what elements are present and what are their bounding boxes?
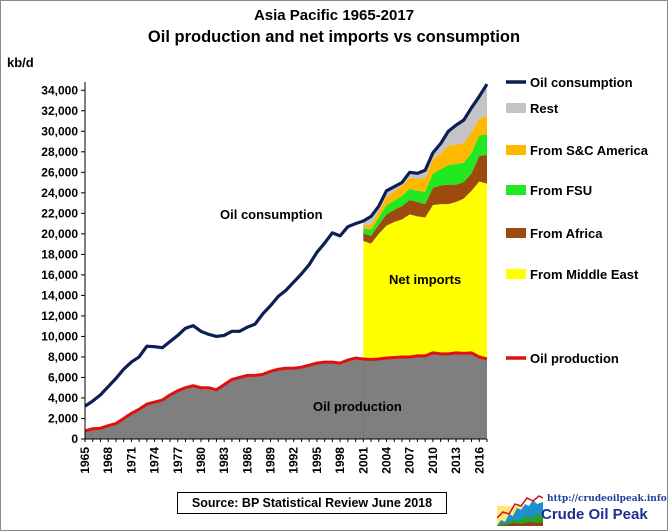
legend-sc-america-label: From S&C America xyxy=(530,143,649,158)
logo-url[interactable]: http://crudeoilpeak.info xyxy=(547,494,667,504)
y-tick-label: 20,000 xyxy=(41,227,78,241)
x-tick-label: 1989 xyxy=(264,447,278,474)
y-tick-label: 18,000 xyxy=(41,247,78,261)
y-axis-unit-label: kb/d xyxy=(7,55,34,70)
legend-middle-east-swatch xyxy=(506,269,526,279)
x-tick-label: 2013 xyxy=(449,447,463,474)
area-layers xyxy=(84,83,489,439)
y-tick-label: 24,000 xyxy=(41,186,78,200)
chart-title-line1: Asia Pacific 1965-2017 xyxy=(253,7,415,24)
x-tick-label: 1971 xyxy=(124,447,138,474)
y-tick-label: 34,000 xyxy=(41,83,78,97)
production-area xyxy=(85,352,487,439)
legend-sc-america-swatch xyxy=(506,145,526,155)
x-tick-label: 2016 xyxy=(472,447,486,474)
y-tick-label: 32,000 xyxy=(41,104,78,118)
x-tick-label: 1998 xyxy=(333,447,347,474)
x-tick-label: 1986 xyxy=(240,447,254,474)
x-tick-label: 1968 xyxy=(101,447,115,474)
consumption-line xyxy=(84,83,489,408)
x-tick-label: 2007 xyxy=(403,447,417,474)
y-tick-label: 6,000 xyxy=(48,370,78,384)
y-tick-label: 28,000 xyxy=(41,145,78,159)
x-tick-label: 1980 xyxy=(194,447,208,474)
x-tick-label: 2004 xyxy=(380,447,394,474)
y-tick-label: 14,000 xyxy=(41,288,78,302)
y-tick-label: 10,000 xyxy=(41,329,78,343)
y-tick-label: 26,000 xyxy=(41,165,78,179)
imports-sc-america-area xyxy=(363,115,487,230)
x-tick-label: 1977 xyxy=(171,447,185,474)
y-tick-label: 8,000 xyxy=(48,350,78,364)
y-axis-ticks: 0 2,000 4,000 6,000 8,000 10,000 12,000 14,000 1… xyxy=(41,83,85,446)
y-tick-label: 4,000 xyxy=(48,391,78,405)
logo-name: Crude Oil Peak xyxy=(541,506,648,523)
x-tick-label: 2001 xyxy=(356,447,370,474)
legend-africa-label: From Africa xyxy=(530,226,603,241)
legend: Oil consumption Rest From S&C America From … xyxy=(506,75,649,366)
annotation-net-imports: Net imports xyxy=(389,272,461,287)
imports-middle-east-area xyxy=(363,181,487,360)
legend-consumption-label: Oil consumption xyxy=(530,75,633,90)
legend-fsu-label: From FSU xyxy=(530,183,592,198)
legend-rest-swatch xyxy=(506,103,526,113)
y-tick-label: 2,000 xyxy=(48,411,78,425)
annotation-consumption: Oil consumption xyxy=(220,207,323,222)
legend-africa: From Africa xyxy=(506,226,603,241)
x-tick-label: 2010 xyxy=(426,447,440,474)
legend-production-label: Oil production xyxy=(530,351,619,366)
y-tick-label: 12,000 xyxy=(41,309,78,323)
legend-africa-swatch xyxy=(506,228,526,238)
x-tick-label: 1974 xyxy=(148,447,162,474)
x-tick-label: 1965 xyxy=(78,447,92,474)
crude-oil-peak-logo: http://crudeoilpeak.info Crude Oil Peak xyxy=(497,492,667,526)
imports-africa-area xyxy=(363,154,487,244)
annotation-production: Oil production xyxy=(313,399,402,414)
legend-sc-america: From S&C America xyxy=(506,143,649,158)
x-axis-ticks: 1965 1968 1971 1974 1977 1980 1983 1986 1989 1992… xyxy=(78,439,488,474)
logo-chart-icon xyxy=(497,495,543,526)
legend-middle-east-label: From Middle East xyxy=(530,267,639,282)
legend-fsu-swatch xyxy=(506,185,526,195)
source-note: Source: BP Statistical Review June 2018 xyxy=(177,492,447,514)
chart-title-line2: Oil production and net imports vs consum… xyxy=(147,28,521,46)
y-tick-label: 0 xyxy=(71,432,78,446)
imports-rest-area xyxy=(363,86,487,226)
legend-fsu: From FSU xyxy=(506,183,592,198)
legend-rest: Rest xyxy=(506,101,559,116)
x-tick-label: 1992 xyxy=(287,447,301,474)
production-line xyxy=(84,351,488,433)
legend-production: Oil production xyxy=(506,351,619,366)
y-tick-label: 22,000 xyxy=(41,206,78,220)
legend-consumption: Oil consumption xyxy=(506,75,633,90)
x-tick-label: 1983 xyxy=(217,447,231,474)
y-tick-label: 30,000 xyxy=(41,124,78,138)
x-tick-label: 1995 xyxy=(310,447,324,474)
imports-fsu-area xyxy=(363,134,487,236)
legend-rest-label: Rest xyxy=(530,101,559,116)
y-tick-label: 16,000 xyxy=(41,268,78,282)
legend-middle-east: From Middle East xyxy=(506,267,639,282)
